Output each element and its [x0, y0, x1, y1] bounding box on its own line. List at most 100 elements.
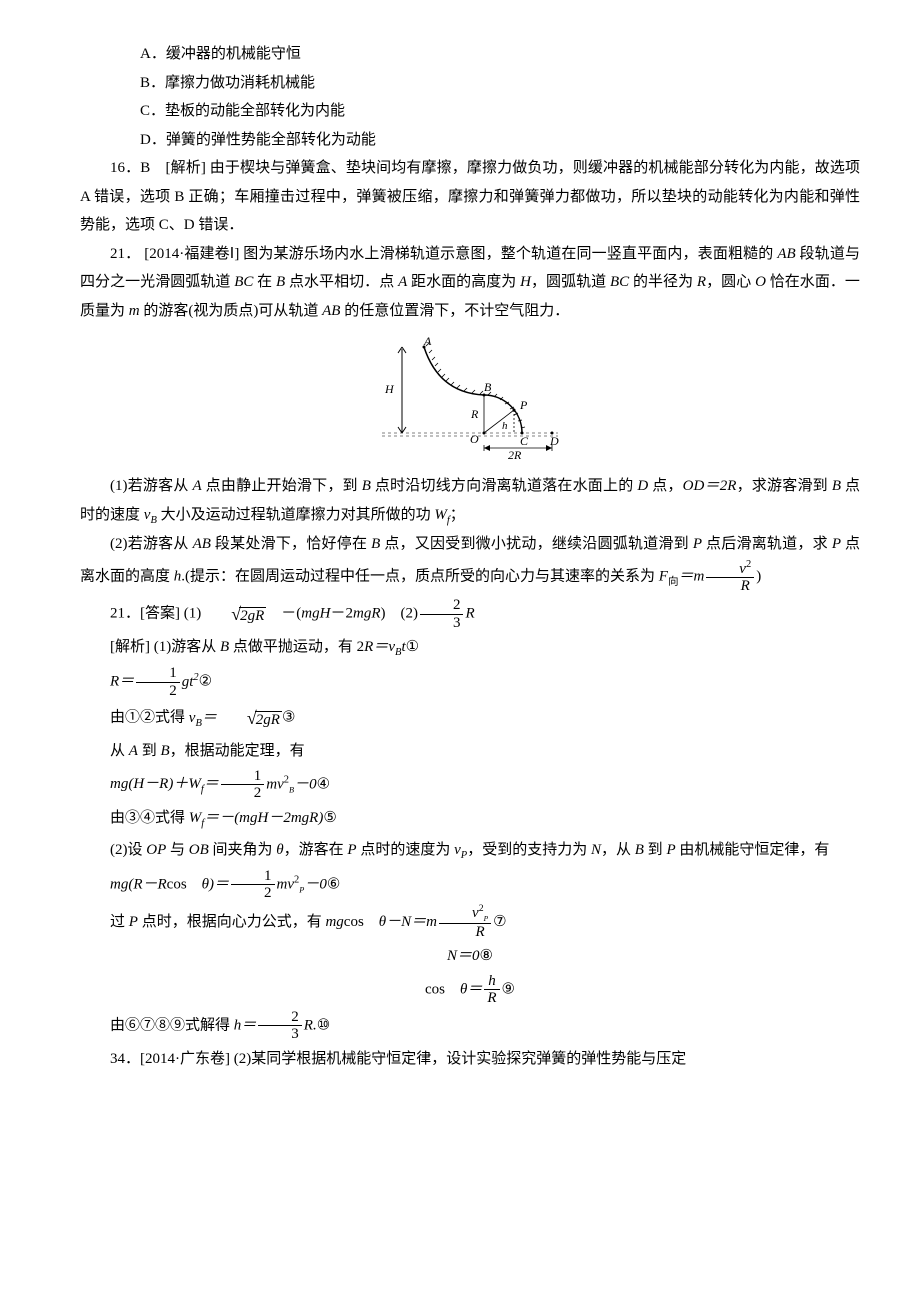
- eq6-mv: mv: [277, 876, 295, 892]
- circ-10: ⑩: [317, 1017, 330, 1033]
- p1-e: ，求游客滑到: [736, 478, 831, 494]
- eq7-P: P: [129, 913, 138, 929]
- svg-text:D: D: [549, 434, 559, 448]
- svg-text:h: h: [502, 420, 508, 432]
- circ-6: ⑥: [327, 876, 340, 892]
- circ-8: ⑧: [480, 948, 493, 964]
- p2-eq: ＝m: [678, 568, 704, 584]
- eq-7: 过 P 点时，根据向心力公式，有 mgcos θ－N＝mv2PR⑦: [80, 904, 860, 941]
- question-21-stem: 21． [2014·福建卷Ⅰ] 图为某游乐场内水上滑梯轨道示意图，整个轨道在同一…: [80, 240, 860, 326]
- eq-8: N＝0⑧: [80, 942, 860, 971]
- option-c: C．垫板的动能全部转化为内能: [80, 97, 860, 126]
- expl-lbl: [解析] (1)游客从: [110, 639, 220, 655]
- ans21-lbl: 21．[答案] (1): [110, 605, 201, 621]
- answer-16: 16．B [解析] 由于楔块与弹簧盒、垫块间均有摩擦，摩擦力做负功，则缓冲器的机…: [80, 154, 860, 240]
- problem-21-figure: H A B O C P h R D 2R: [80, 333, 860, 466]
- eq-9: cos θ＝hR⑨: [80, 973, 860, 1007]
- frac-23b: 23: [258, 1009, 302, 1043]
- eq4-expr: mg(H－R)＋Wf＝: [110, 776, 219, 792]
- q21-t1: 21． [2014·福建卷Ⅰ] 图为某游乐场内水上滑梯轨道示意图，整个轨道在同一…: [110, 246, 777, 262]
- eq2-gt2: gt2: [182, 674, 199, 690]
- question-21-part2: (2)若游客从 AB 段某处滑下，恰好停在 B 点，又因受到微小扰动，继续沿圆弧…: [80, 530, 860, 595]
- p2-ab: AB: [193, 536, 211, 552]
- p1-d: 点，: [648, 478, 682, 494]
- ep2-ob: OB: [189, 842, 209, 858]
- p2-sub: 向: [668, 576, 679, 587]
- ep2-vp: vP: [454, 842, 467, 858]
- p1-h: ；: [450, 507, 465, 523]
- p2-c: 点，又因受到微小扰动，继续沿圆弧轨道滑到: [380, 536, 693, 552]
- frac-23: 23: [420, 597, 464, 631]
- question-34: 34．[2014·广东卷] (2)某同学根据机械能守恒定律，设计实验探究弹簧的弹…: [80, 1045, 860, 1074]
- q21-t7: 的半径为: [629, 274, 697, 290]
- eq4-mv: mv: [266, 776, 284, 792]
- eq9-th: θ＝: [460, 981, 482, 997]
- p1-b: 点由静止开始滑下，到: [202, 478, 362, 494]
- eq2-eq: ＝: [119, 674, 134, 690]
- eq6-th: θ)＝: [202, 876, 229, 892]
- sym-r: R: [697, 274, 706, 290]
- eq3-vb: vB＝: [189, 710, 217, 726]
- eq-5: 由③④式得 Wf＝－(mgH－2mgR)⑤: [80, 804, 860, 834]
- p1-A: A: [193, 478, 202, 494]
- eq9-cos: cos: [425, 981, 460, 997]
- eq7-cos: cos: [344, 913, 379, 929]
- eq6-l: mg(R－R: [110, 876, 167, 892]
- q21-t4: 点水平相切．点: [285, 274, 398, 290]
- eq10-h: h＝: [234, 1017, 257, 1033]
- q21-t8: ，圆心: [706, 274, 755, 290]
- p1-wf: Wf: [434, 507, 449, 523]
- eq10-R: R.: [304, 1017, 317, 1033]
- ans21-4: ) (2): [380, 605, 418, 621]
- p2-d: 点后滑离轨道，求: [702, 536, 832, 552]
- eq-4: mg(H－R)＋Wf＝12mv2B－0④: [80, 768, 860, 802]
- ep2-g: ，从: [601, 842, 635, 858]
- sym-ab: AB: [777, 246, 795, 262]
- svg-text:O: O: [470, 432, 479, 446]
- answer-21-line: 21．[答案] (1)√2gR －(mgH－2mgR) (2)23R: [80, 597, 860, 631]
- ep2-i: 由机械能守恒定律，有: [676, 842, 830, 858]
- p2-f: .(提示：在圆周运动过程中任一点，质点所受的向心力与其速率的关系为: [181, 568, 659, 584]
- option-a: A．缓冲器的机械能守恒: [80, 40, 860, 69]
- option-b: B．摩擦力做功消耗机械能: [80, 69, 860, 98]
- eq-10: 由⑥⑦⑧⑨式解得 h＝23R.⑩: [80, 1009, 860, 1043]
- eq-4a: 从 A 到 B，根据动能定理，有: [80, 737, 860, 766]
- ep2-h: 到: [644, 842, 667, 858]
- eq7-b: 点时，根据向心力公式，有: [138, 913, 326, 929]
- circ-2: ②: [199, 674, 212, 690]
- q21-t11: 的任意位置滑下，不计空气阻力．: [340, 303, 569, 319]
- ex-R: R: [364, 639, 373, 655]
- circ-5: ⑤: [323, 810, 336, 826]
- eq4-B: B: [160, 743, 169, 759]
- ep2-a: (2)设: [110, 842, 146, 858]
- sqrt-2gr2: √2gR: [217, 701, 282, 735]
- eq6-cos: cos: [167, 876, 202, 892]
- p1-a: (1)若游客从: [110, 478, 193, 494]
- frac-12b: 12: [221, 768, 265, 802]
- frac-vp2r: v2PR: [439, 904, 491, 941]
- option-d: D．弹簧的弹性势能全部转化为动能: [80, 126, 860, 155]
- expl-1: [解析] (1)游客从 B 点做平抛运动，有 2R＝vBt①: [80, 633, 860, 663]
- p1-B2: B: [832, 478, 841, 494]
- ex-B: B: [220, 639, 229, 655]
- circ-1: ①: [406, 639, 419, 655]
- svg-text:2R: 2R: [508, 448, 522, 461]
- ep2-N: N: [591, 842, 601, 858]
- eq4-sup: 2: [284, 774, 289, 785]
- sym-m: m: [129, 303, 140, 319]
- eq4-b: 到: [138, 743, 161, 759]
- ans21-mgh: mgH: [301, 605, 330, 621]
- sym-ab2: AB: [322, 303, 340, 319]
- p1-D: D: [637, 478, 648, 494]
- p2-g: ): [756, 568, 761, 584]
- eq5-a: 由③④式得: [110, 810, 189, 826]
- eq5-wf: Wf＝－(mgH－2mgR): [189, 810, 324, 826]
- frac-12a: 12: [136, 665, 180, 699]
- sym-h: H: [520, 274, 531, 290]
- eq8-N: N＝0: [447, 948, 480, 964]
- eq4-m0: －0: [294, 776, 317, 792]
- svg-text:H: H: [384, 382, 395, 396]
- eq4-a: 从: [110, 743, 129, 759]
- ans21-2: －(: [266, 605, 301, 621]
- p1-B: B: [362, 478, 371, 494]
